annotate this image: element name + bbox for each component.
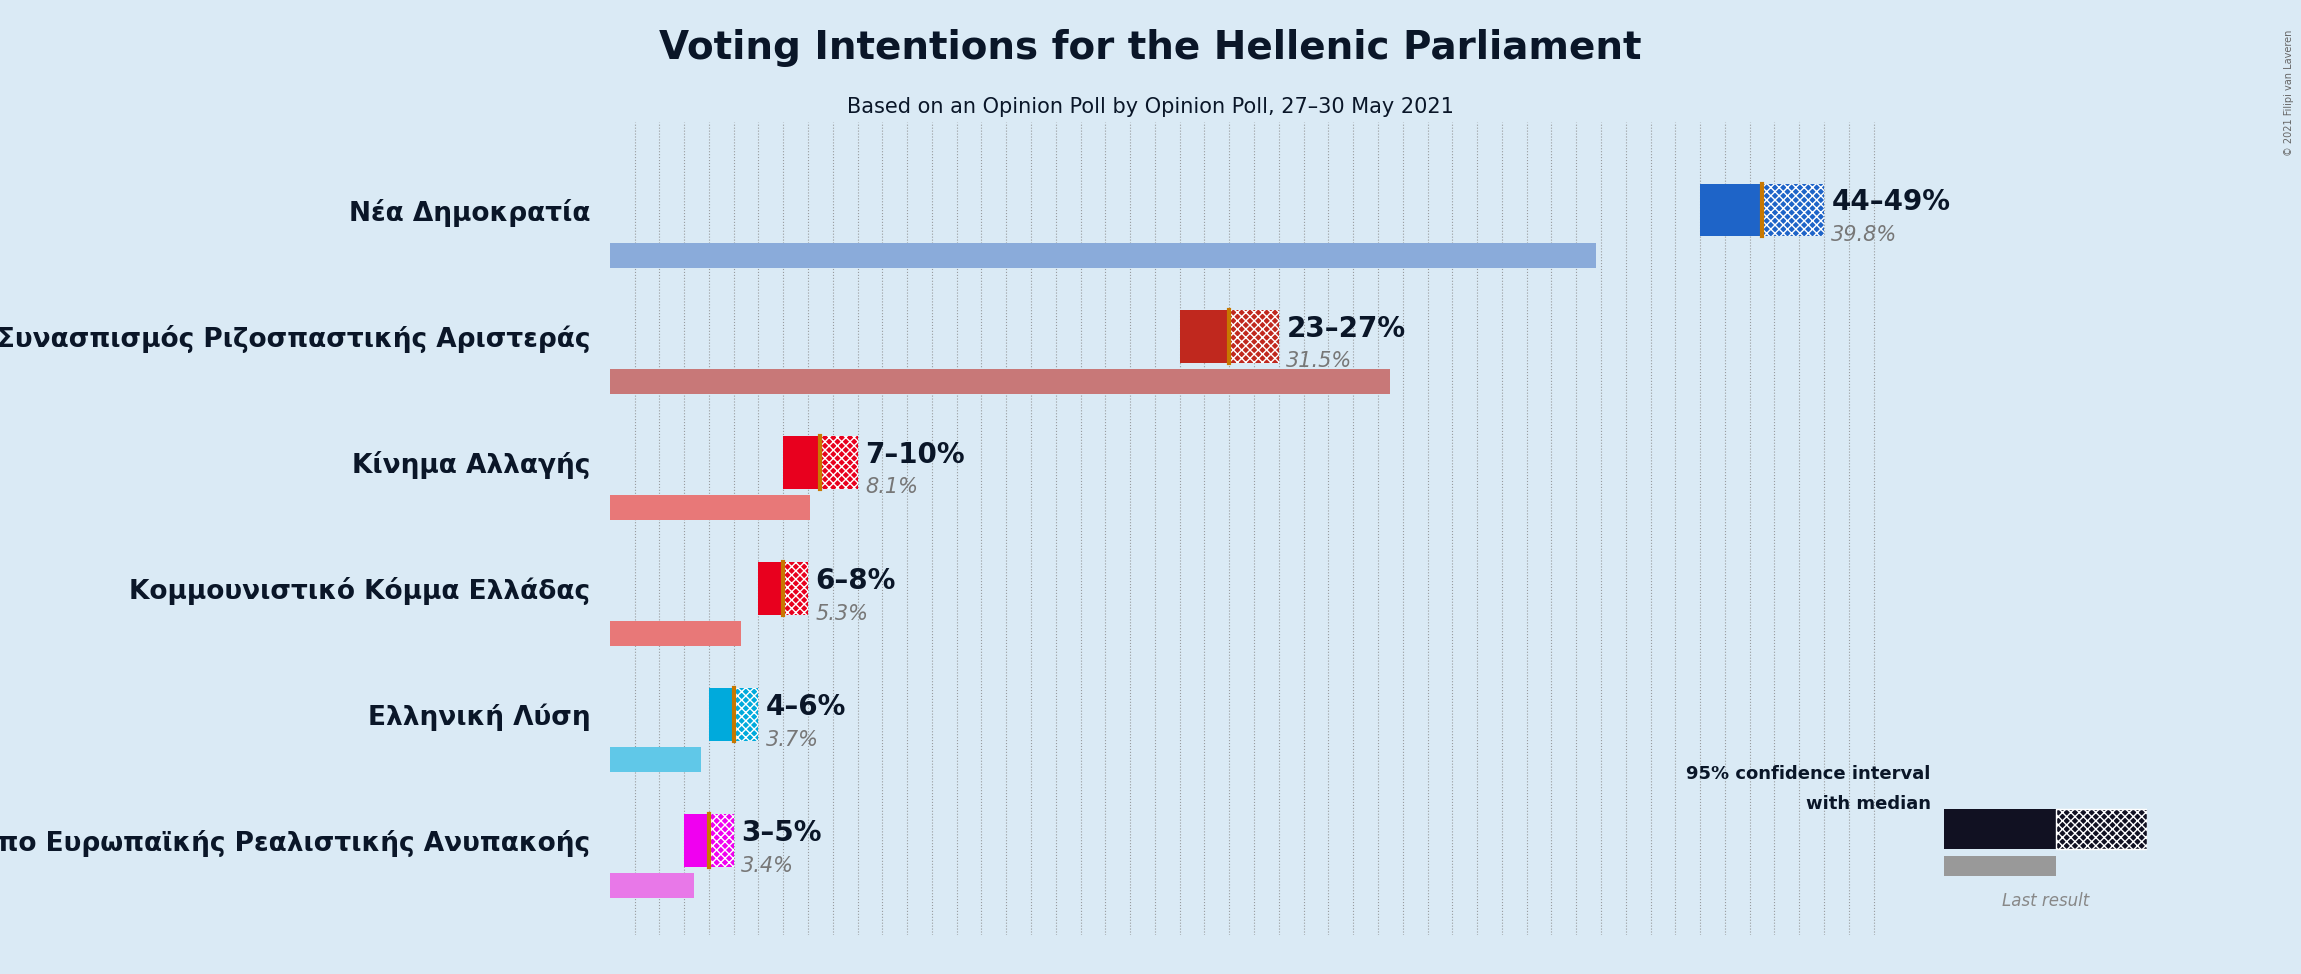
Text: 4–6%: 4–6% <box>766 693 847 721</box>
Text: 3–5%: 3–5% <box>741 819 821 847</box>
Bar <box>759 562 782 615</box>
Bar <box>683 814 709 867</box>
Text: 3.4%: 3.4% <box>741 856 794 876</box>
Text: with median: with median <box>1806 795 1931 812</box>
Bar <box>782 562 808 615</box>
Bar <box>610 621 741 647</box>
Bar <box>709 688 734 741</box>
Text: 44–49%: 44–49% <box>1832 188 1951 216</box>
Text: 3.7%: 3.7% <box>766 730 819 750</box>
Text: 95% confidence interval: 95% confidence interval <box>1687 766 1931 783</box>
Bar <box>610 243 1597 268</box>
Bar <box>610 874 695 898</box>
Text: 8.1%: 8.1% <box>865 477 918 498</box>
Bar <box>610 747 702 772</box>
Bar <box>1944 856 2055 876</box>
Text: 31.5%: 31.5% <box>1286 352 1353 371</box>
Text: 39.8%: 39.8% <box>1832 225 1898 245</box>
Bar <box>1944 809 2055 849</box>
Bar <box>610 369 1390 394</box>
Bar <box>1763 183 1825 237</box>
Bar <box>610 495 810 520</box>
Text: Last result: Last result <box>2002 892 2089 910</box>
Bar <box>709 814 734 867</box>
Text: 5.3%: 5.3% <box>815 604 867 623</box>
Bar <box>2055 809 2147 849</box>
Bar <box>821 435 858 489</box>
Bar <box>1229 310 1279 362</box>
Text: Voting Intentions for the Hellenic Parliament: Voting Intentions for the Hellenic Parli… <box>660 29 1641 67</box>
Bar <box>734 688 759 741</box>
Text: 7–10%: 7–10% <box>865 440 964 468</box>
Bar <box>1180 310 1229 362</box>
Text: Based on an Opinion Poll by Opinion Poll, 27–30 May 2021: Based on an Opinion Poll by Opinion Poll… <box>847 97 1454 118</box>
Text: 6–8%: 6–8% <box>815 567 895 595</box>
Text: 23–27%: 23–27% <box>1286 315 1406 343</box>
Bar <box>1700 183 1763 237</box>
Text: © 2021 Filipi van Laveren: © 2021 Filipi van Laveren <box>2285 29 2294 156</box>
Bar <box>782 435 821 489</box>
